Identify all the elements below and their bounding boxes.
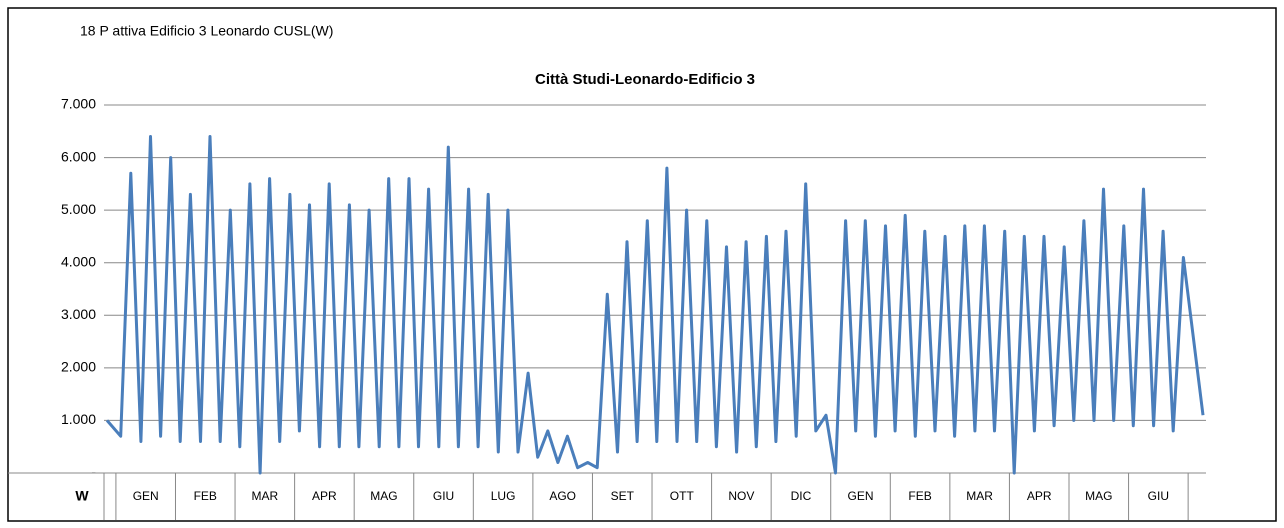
x-tick-label: LUG	[491, 489, 516, 503]
x-tick-label: GIU	[1148, 489, 1169, 503]
x-tick-label: SET	[611, 489, 635, 503]
x-tick-label: MAR	[251, 489, 278, 503]
y-tick-label: -	[91, 464, 96, 480]
x-tick-label: GEN	[848, 489, 874, 503]
x-tick-label: MAR	[966, 489, 993, 503]
data-line	[105, 135, 1205, 475]
x-tick-label: NOV	[728, 489, 754, 503]
y-tick-label: 7.000	[61, 96, 96, 112]
x-tick-label: OTT	[670, 489, 695, 503]
x-tick-label: MAG	[370, 489, 397, 503]
y-tick-label: 1.000	[61, 411, 96, 427]
x-tick-label: APR	[1027, 489, 1052, 503]
x-tick-label: DIC	[791, 489, 812, 503]
x-tick-label: GIU	[433, 489, 454, 503]
y-tick-label: 2.000	[61, 359, 96, 375]
y-axis-label: W	[75, 488, 89, 504]
chart-heading: 18 P attiva Edificio 3 Leonardo CUSL(W)	[80, 23, 333, 39]
y-tick-label: 4.000	[61, 253, 96, 269]
y-tick-label: 6.000	[61, 148, 96, 164]
x-tick-label: APR	[312, 489, 337, 503]
y-tick-label: 5.000	[61, 201, 96, 217]
y-tick-label: 3.000	[61, 306, 96, 322]
x-tick-label: MAG	[1085, 489, 1112, 503]
chart-title: Città Studi-Leonardo-Edificio 3	[535, 71, 755, 88]
x-tick-label: FEB	[194, 489, 217, 503]
x-tick-label: GEN	[133, 489, 159, 503]
x-tick-label: FEB	[908, 489, 931, 503]
x-tick-label: AGO	[549, 489, 576, 503]
